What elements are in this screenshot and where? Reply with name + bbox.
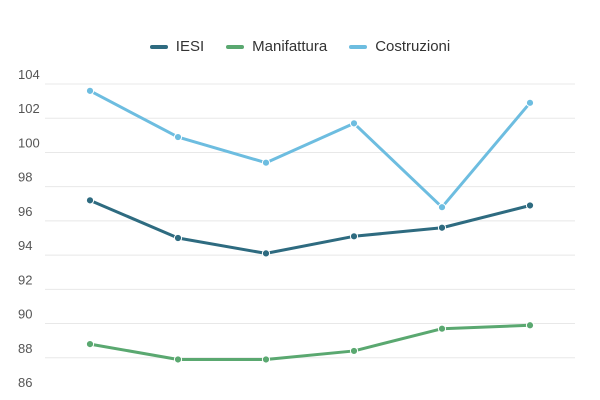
grid — [45, 83, 575, 359]
series-points — [85, 86, 535, 364]
data-point-manifattura-2[interactable] — [173, 355, 183, 364]
data-point-costruzioni-4[interactable] — [349, 119, 359, 128]
data-point-iesi-3[interactable] — [261, 249, 271, 258]
legend-swatch-costruzioni — [349, 44, 368, 49]
y-tick-label-98: 98 — [18, 170, 32, 185]
y-tick-label-90: 90 — [18, 307, 32, 322]
data-point-manifattura-6[interactable] — [525, 321, 535, 330]
series-line-manifattura[interactable] — [88, 323, 532, 361]
y-tick-label-96: 96 — [18, 204, 32, 219]
data-point-iesi-6[interactable] — [525, 201, 535, 210]
legend-item-iesi[interactable]: IESI — [149, 38, 205, 55]
data-point-iesi-1[interactable] — [85, 196, 95, 205]
data-point-costruzioni-3[interactable] — [261, 158, 271, 167]
data-point-manifattura-4[interactable] — [349, 346, 359, 356]
legend-swatch-iesi — [149, 44, 168, 49]
series-line-costruzioni[interactable] — [88, 89, 532, 209]
data-point-costruzioni-2[interactable] — [173, 132, 183, 142]
legend-label-costruzioni: Costruzioni — [375, 38, 451, 55]
legend-label-iesi: IESI — [175, 38, 205, 55]
data-point-iesi-5[interactable] — [437, 223, 447, 232]
legend-label-manifattura: Manifattura — [252, 38, 328, 55]
legend-swatch-manifattura — [226, 44, 245, 49]
data-point-iesi-2[interactable] — [173, 233, 183, 243]
y-tick-label-102: 102 — [18, 101, 40, 116]
legend-item-manifattura[interactable]: Manifattura — [226, 38, 327, 55]
data-point-manifattura-3[interactable] — [261, 355, 271, 364]
y-tick-label-104: 104 — [18, 67, 40, 82]
data-point-manifattura-1[interactable] — [85, 339, 95, 349]
y-tick-label-92: 92 — [18, 272, 32, 287]
data-point-manifattura-5[interactable] — [437, 324, 447, 333]
legend: IESI Manifattura Costruzioni — [0, 38, 600, 55]
y-tick-label-88: 88 — [18, 341, 32, 356]
data-point-costruzioni-6[interactable] — [525, 98, 535, 107]
data-point-iesi-4[interactable] — [349, 232, 359, 241]
y-tick-label-94: 94 — [18, 238, 32, 253]
data-point-costruzioni-1[interactable] — [85, 86, 95, 95]
y-tick-label-86: 86 — [18, 375, 32, 390]
y-axis-tick-labels: 86 88 90 92 94 96 98 100 102 104 — [18, 67, 40, 390]
series-line-iesi[interactable] — [88, 198, 532, 255]
legend-item-costruzioni[interactable]: Costruzioni — [349, 38, 450, 55]
y-tick-label-100: 100 — [18, 135, 40, 150]
series-lines — [88, 89, 532, 361]
data-point-costruzioni-5[interactable] — [437, 203, 447, 212]
